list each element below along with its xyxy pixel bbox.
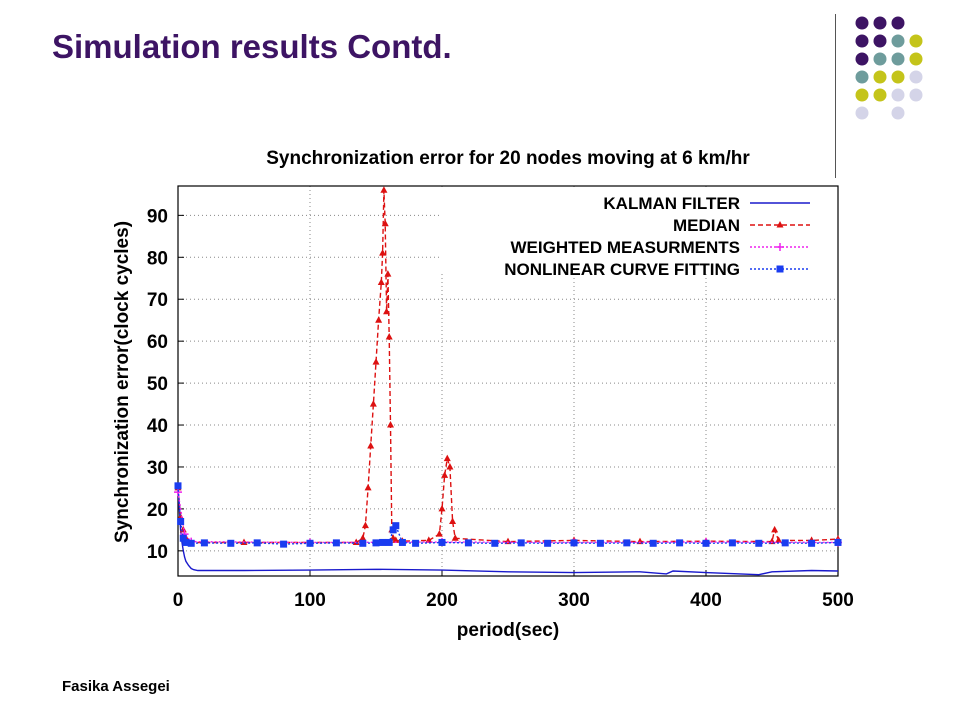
nonlinear-curve-fitting-point [781,539,789,547]
y-tick-label: 40 [147,416,168,437]
nonlinear-curve-fitting-point [412,539,420,547]
median-point [449,517,457,524]
nonlinear-curve-fitting-point [200,539,208,547]
median-point [383,307,391,315]
legend-label-median: MEDIAN [673,216,740,235]
y-tick-label: 90 [147,206,168,227]
nonlinear-curve-fitting-point [491,539,499,547]
y-tick-label: 50 [147,374,168,395]
median-point [377,278,385,285]
y-tick-label: 10 [147,542,168,563]
median-point [435,530,443,537]
nonlinear-curve-fitting-point [332,539,340,547]
median-point [775,536,783,543]
nonlinear-curve-fitting-point [306,539,314,547]
kalman-filter-line [177,487,839,576]
nonlinear-curve-fitting-point [596,539,604,547]
x-tick-label: 400 [690,590,722,611]
chart-legend: KALMAN FILTER MEDIAN WEIGHTED MEASURMENTS N… [504,194,810,279]
legend-label-kalman-filter: KALMAN FILTER [603,194,740,213]
y-tick-label: 80 [147,248,168,269]
author-name: Fasika Assegei [62,678,170,695]
nonlinear-curve-fitting-point [179,534,187,542]
median-point [381,219,389,227]
nonlinear-curve-fitting-point [177,517,185,525]
nonlinear-curve-fitting-point [253,539,261,547]
nonlinear-curve-fitting-point [372,539,380,547]
y-tick-label: 20 [147,500,168,521]
nonlinear-curve-fitting-point [623,539,631,547]
y-tick-label: 30 [147,458,168,479]
x-tick-label: 200 [426,590,458,611]
nonlinear-curve-fitting-point [438,538,446,546]
median-point [379,249,387,256]
median-point [359,534,367,541]
nonlinear-curve-fitting-point [389,526,397,534]
median-point [425,536,433,543]
median-point [384,270,392,277]
median-point [441,471,449,478]
tick-layer: 0 100 200 300 400 500 10 20 30 40 50 60 70 80 90 [147,206,854,611]
slide-title: Simulation results Contd. [52,28,452,65]
x-tick-label: 100 [294,590,326,611]
chart-title: Synchronization error for 20 nodes movin… [266,148,750,169]
median-point [369,400,377,407]
nonlinear-curve-fitting-point [517,539,525,547]
median-point [372,358,380,365]
median-point [385,332,393,340]
y-tick-label: 70 [147,290,168,311]
median-point [446,462,454,470]
legend-label-weighted-measurments: WEIGHTED MEASURMENTS [511,238,741,257]
nonlinear-curve-fitting-point [174,482,182,490]
nonlinear-curve-fitting-point [728,539,736,547]
y-tick-label: 60 [147,332,168,353]
nonlinear-curve-fitting-point [182,538,190,546]
title-divider [835,14,836,178]
legend-label-nonlinear-curve-fitting: NONLINEAR CURVE FITTING [504,260,740,279]
nonlinear-curve-fitting-point [227,539,235,547]
nonlinear-curve-fitting-point [834,538,842,546]
median-point [392,536,400,543]
series-kalman-filter [177,487,839,576]
nonlinear-curve-fitting-point [398,538,406,546]
median-point [364,483,372,491]
median-point [443,454,451,462]
median-point [438,504,446,512]
nonlinear-curve-fitting-point [702,539,710,547]
x-tick-label: 0 [173,590,184,611]
legend-marker-median [776,221,784,228]
nonlinear-curve-fitting-point [570,539,578,547]
median-point [771,525,779,533]
median-point [387,421,395,428]
x-tick-label: 300 [558,590,590,611]
nonlinear-curve-fitting-point [359,539,367,547]
nonlinear-curve-fitting-point [379,538,387,546]
legend-marker-weighted-measurments [776,243,784,251]
series-layer [174,186,842,576]
nonlinear-curve-fitting-point [187,539,195,547]
x-tick-label: 500 [822,590,854,611]
nonlinear-curve-fitting-point [392,522,400,530]
nonlinear-curve-fitting-point [649,539,657,547]
y-axis-label: Synchronization error(clock cycles) [112,221,133,543]
median-point [361,521,369,529]
nonlinear-curve-fitting-point [755,539,763,547]
x-axis-label: period(sec) [457,620,559,641]
plot-frame [177,185,839,577]
series-nonlinear-curve-fitting [174,482,842,548]
nonlinear-curve-fitting-point [808,539,816,547]
weighted-measurments-line [177,491,839,544]
median-point [375,316,383,323]
legend-marker-nonlinear-curve-fitting [776,265,784,273]
nonlinear-curve-fitting-point [464,539,472,547]
nonlinear-curve-fitting-point [280,540,288,548]
nonlinear-curve-fitting-line [177,485,839,545]
nonlinear-curve-fitting-point [385,538,393,546]
nonlinear-curve-fitting-point [544,539,552,547]
median-point [380,186,388,193]
nonlinear-curve-fitting-point [676,539,684,547]
median-point [451,534,459,541]
median-point [367,442,375,449]
